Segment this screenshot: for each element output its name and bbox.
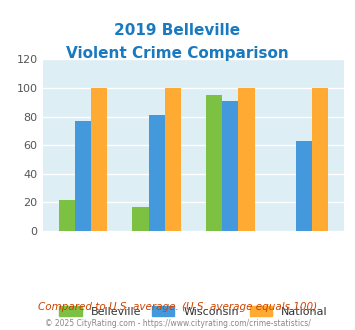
Bar (165, 88, 181, 231)
Legend: Belleville, Wisconsin, National: Belleville, Wisconsin, National (55, 302, 332, 321)
Bar (91, 88, 107, 231)
Text: 2019 Belleville: 2019 Belleville (114, 23, 241, 38)
Bar (59, 200, 75, 231)
Bar (75, 121, 91, 231)
Bar (312, 88, 328, 231)
Bar (238, 88, 255, 231)
Bar (222, 101, 238, 231)
Text: © 2025 CityRating.com - https://www.cityrating.com/crime-statistics/: © 2025 CityRating.com - https://www.city… (45, 319, 310, 328)
Bar (132, 207, 149, 231)
Text: Violent Crime Comparison: Violent Crime Comparison (66, 46, 289, 61)
Bar (296, 141, 312, 231)
Text: Compared to U.S. average. (U.S. average equals 100): Compared to U.S. average. (U.S. average … (38, 302, 317, 312)
Bar (206, 95, 222, 231)
Bar (149, 115, 165, 231)
